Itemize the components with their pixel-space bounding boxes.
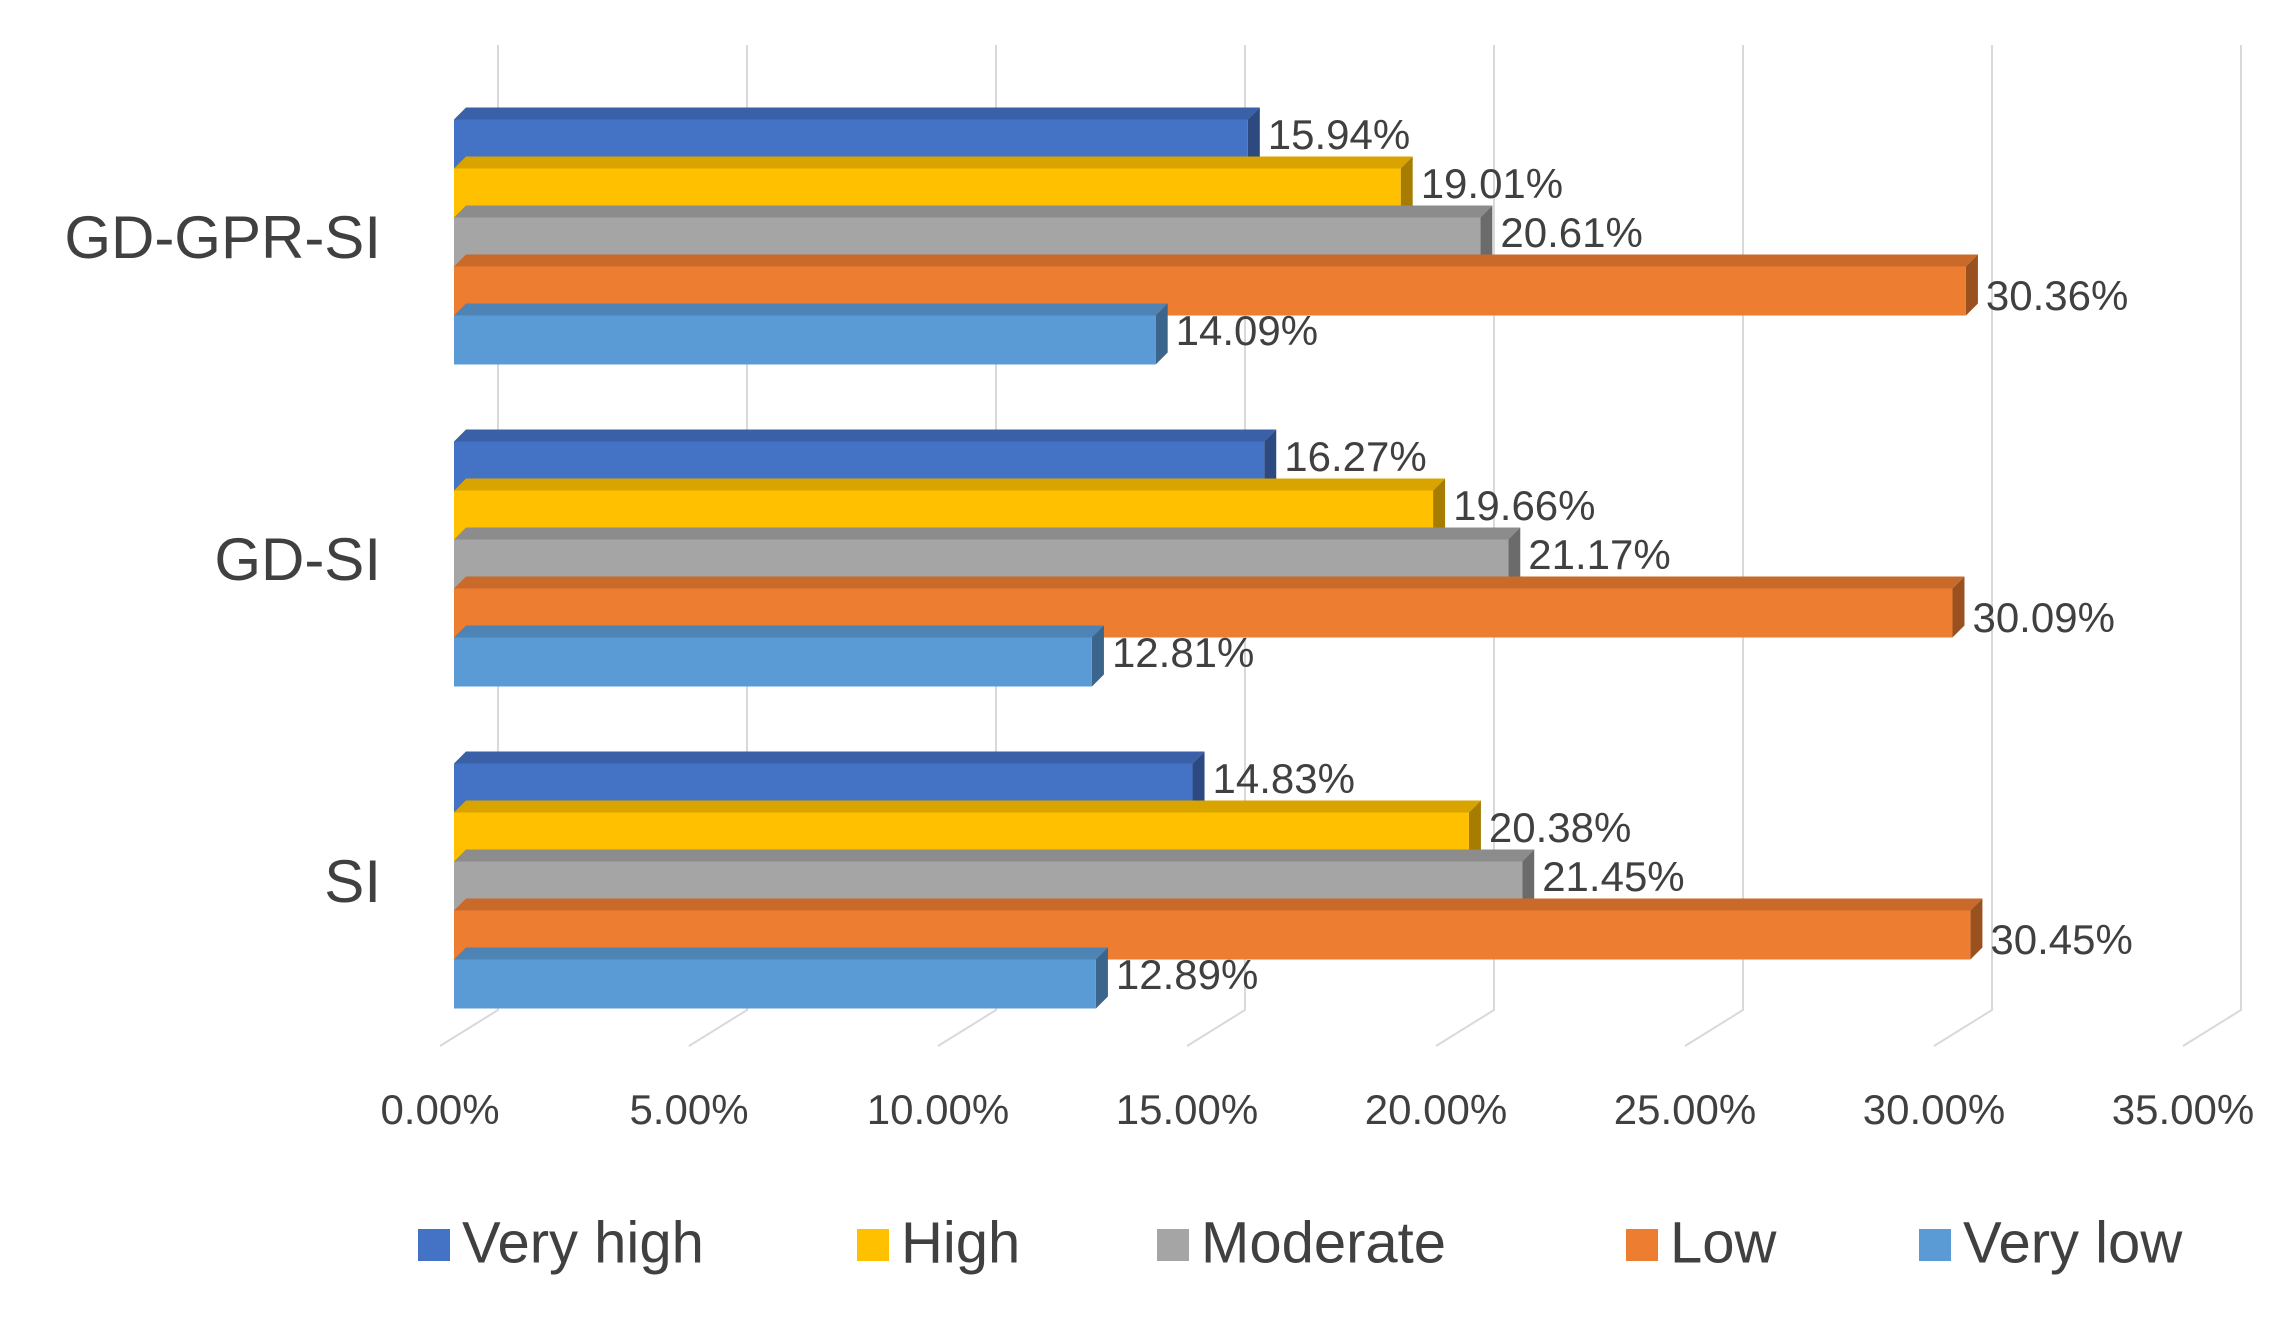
value-label: 15.94% <box>1268 111 1410 158</box>
value-label: 20.61% <box>1500 209 1642 256</box>
value-label: 14.09% <box>1176 307 1318 354</box>
bar-top <box>454 205 1493 218</box>
category-label: GD-SI <box>214 526 381 593</box>
bar-side <box>1965 254 1978 316</box>
bar-top <box>454 107 1260 120</box>
category-label: SI <box>324 848 381 915</box>
bar-top <box>454 156 1413 169</box>
legend-swatch <box>857 1229 889 1261</box>
grid-line <box>1684 45 1744 1047</box>
value-label: 30.36% <box>1986 272 2128 319</box>
bar-side <box>1264 429 1277 491</box>
grid-line <box>1933 45 1993 1047</box>
value-label: 19.66% <box>1453 482 1595 529</box>
bar-side <box>1970 898 1983 960</box>
legend-swatch <box>418 1229 450 1261</box>
value-label: 21.17% <box>1528 531 1670 578</box>
bar-top <box>454 625 1104 638</box>
value-label: 21.45% <box>1542 853 1684 900</box>
bar <box>454 315 1156 365</box>
legend-label: Moderate <box>1201 1210 1446 1275</box>
bar-top <box>454 576 1965 589</box>
x-tick-label: 20.00% <box>1365 1086 1507 1133</box>
bar-top <box>454 429 1277 442</box>
bar-side <box>1247 107 1260 169</box>
bar-top <box>454 254 1978 267</box>
bar-top <box>454 898 1983 911</box>
bar-side <box>1400 156 1413 218</box>
legend-label: High <box>901 1210 1020 1275</box>
bar-top <box>454 947 1108 960</box>
grid-line <box>439 45 499 1047</box>
bar <box>454 637 1092 687</box>
bar-side <box>1468 800 1481 862</box>
legend-swatch <box>1919 1229 1951 1261</box>
bar-side <box>1091 625 1104 687</box>
bar-top <box>454 751 1205 764</box>
bar-side <box>1155 303 1168 365</box>
grid-line <box>688 45 748 1047</box>
x-tick-label: 35.00% <box>2112 1086 2254 1133</box>
value-label: 30.45% <box>1990 916 2132 963</box>
value-label: 12.81% <box>1112 629 1254 676</box>
grid-line <box>1435 45 1495 1047</box>
bar-side <box>1952 576 1965 638</box>
x-tick-label: 10.00% <box>867 1086 1009 1133</box>
legend-swatch <box>1626 1229 1658 1261</box>
legend-label: Low <box>1670 1210 1778 1275</box>
bar-side <box>1508 527 1521 589</box>
legend-label: Very low <box>1963 1210 2183 1275</box>
grid-line <box>937 45 997 1047</box>
grid-line <box>2182 45 2242 1047</box>
bar-top <box>454 849 1535 862</box>
x-tick-label: 30.00% <box>1863 1086 2005 1133</box>
bar-top <box>454 303 1168 316</box>
value-label: 14.83% <box>1213 755 1355 802</box>
bar-top <box>454 527 1521 540</box>
bar-side <box>1192 751 1205 813</box>
value-label: 30.09% <box>1972 594 2114 641</box>
bar-side <box>1433 478 1446 540</box>
bar-side <box>1522 849 1535 911</box>
bar-side <box>1095 947 1108 1009</box>
x-tick-label: 25.00% <box>1614 1086 1756 1133</box>
x-tick-label: 0.00% <box>380 1086 499 1133</box>
grid-line <box>1186 45 1246 1047</box>
value-label: 12.89% <box>1116 951 1258 998</box>
legend-swatch <box>1157 1229 1189 1261</box>
bar-side <box>1480 205 1493 267</box>
bar-top <box>454 478 1446 491</box>
x-tick-label: 5.00% <box>629 1086 748 1133</box>
category-label: GD-GPR-SI <box>64 204 381 271</box>
legend-label: Very high <box>462 1210 704 1275</box>
x-tick-label: 15.00% <box>1116 1086 1258 1133</box>
bar-top <box>454 800 1481 813</box>
value-label: 20.38% <box>1489 804 1631 851</box>
value-label: 19.01% <box>1421 160 1563 207</box>
bar <box>454 959 1096 1009</box>
value-label: 16.27% <box>1284 433 1426 480</box>
